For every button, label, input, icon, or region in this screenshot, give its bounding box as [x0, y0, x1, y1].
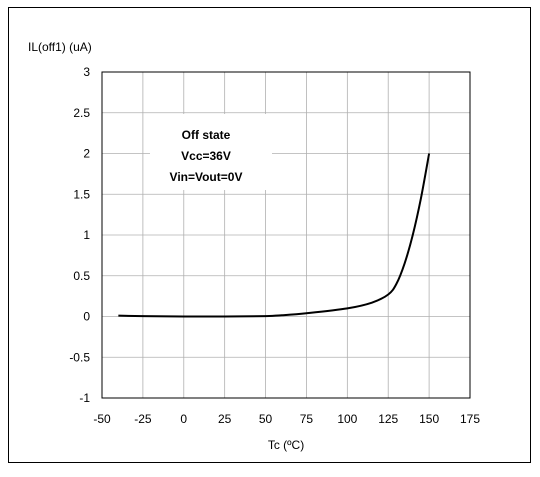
- x-tick-label: 150: [419, 412, 439, 426]
- y-tick-label: 0.5: [73, 269, 90, 283]
- annotation-line-vin-vout: Vin=Vout=0V: [170, 170, 243, 184]
- x-tick-label: -25: [134, 412, 152, 426]
- annotation-line-vcc: Vcc=36V: [181, 149, 231, 163]
- x-tick-label: 50: [259, 412, 273, 426]
- x-tick-label: -50: [93, 412, 111, 426]
- x-tick-label: 25: [218, 412, 232, 426]
- annotation-line-off-state: Off state: [182, 128, 231, 142]
- plot-area: [101, 71, 471, 399]
- x-tick-labels: -50 -25 0 25 50 75 100 125 150 175: [93, 412, 480, 426]
- x-tick-label: 0: [180, 412, 187, 426]
- x-tick-label: 100: [337, 412, 357, 426]
- y-axis-title: IL(off1) (uA): [28, 40, 92, 54]
- x-tick-label: 175: [460, 412, 480, 426]
- annotation-box: [150, 114, 272, 190]
- y-tick-label: -1: [79, 391, 90, 405]
- y-tick-label: 1.5: [73, 187, 90, 201]
- x-tick-label: 125: [378, 412, 398, 426]
- y-tick-label: 0: [83, 310, 90, 324]
- y-tick-labels: -1 -0.5 0 0.5 1 1.5 2 2.5 3: [69, 65, 90, 405]
- y-tick-label: 1: [83, 228, 90, 242]
- y-tick-label: -0.5: [69, 350, 90, 364]
- series-line-leakage-current: [118, 153, 431, 318]
- y-tick-label: 3: [83, 65, 90, 79]
- x-tick-label: 75: [300, 412, 314, 426]
- y-tick-label: 2.5: [73, 106, 90, 120]
- x-axis-title: Tc (ºC): [268, 438, 304, 452]
- y-tick-label: 2: [83, 147, 90, 161]
